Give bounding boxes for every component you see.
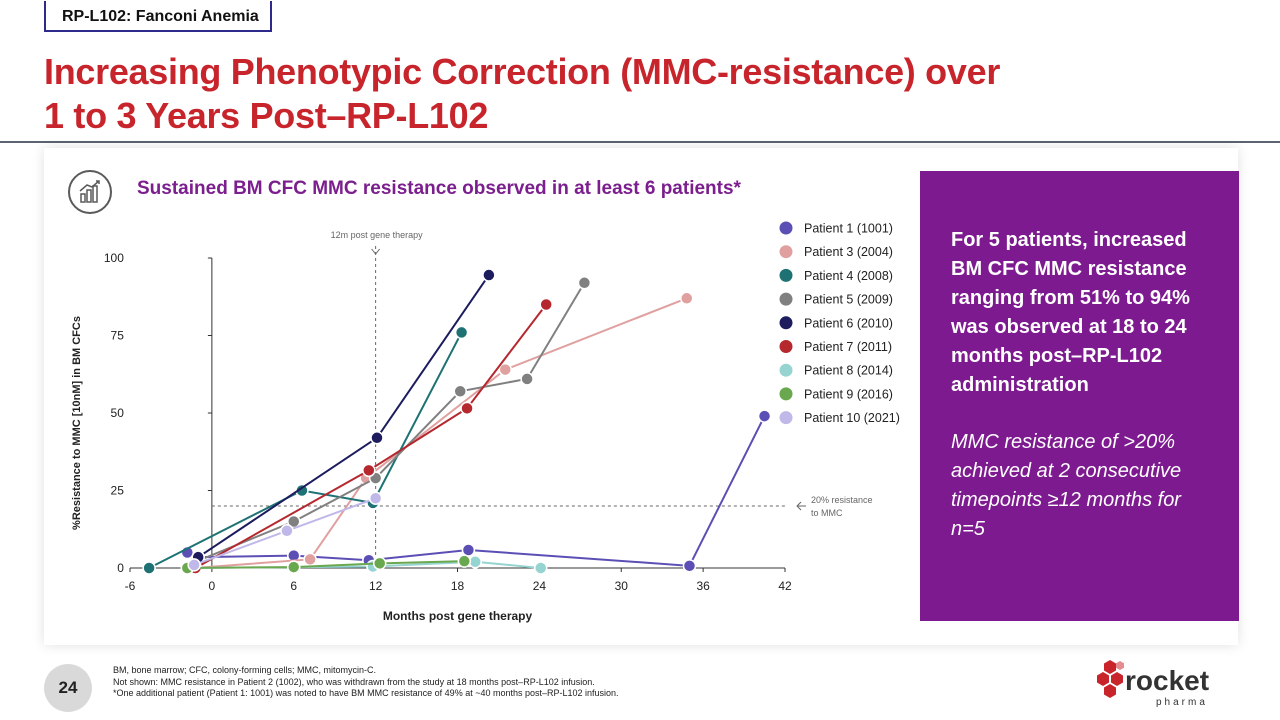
series-line-4 <box>195 282 586 563</box>
reference-hline-arrowhead <box>796 501 802 511</box>
legend-label: Patient 8 (2014) <box>804 364 893 378</box>
y-tick-label: 0 <box>117 561 124 575</box>
data-point <box>295 483 309 498</box>
footnotes: BM, bone marrow; CFC, colony-forming cel… <box>113 665 619 700</box>
x-tick-label: 6 <box>290 579 297 593</box>
y-tick-label: 50 <box>111 406 125 420</box>
x-tick-label: 18 <box>451 579 465 593</box>
legend-marker <box>779 245 793 259</box>
legend-marker <box>779 387 793 401</box>
legend-label: Patient 9 (2016) <box>804 387 893 401</box>
series-line-3 <box>148 331 463 569</box>
y-axis-title: %Resistance to MMC [10nM] in BM CFCs <box>71 316 83 530</box>
y-tick-label: 25 <box>111 484 125 498</box>
bar-chart-icon <box>68 170 112 214</box>
callout-box: For 5 patients, increased BM CFC MMC res… <box>920 171 1239 621</box>
data-point <box>498 362 513 377</box>
legend-label: Patient 5 (2009) <box>804 293 893 307</box>
data-point <box>372 556 387 571</box>
data-point <box>520 372 534 386</box>
reference-hline-label: 20% resistance <box>811 495 873 505</box>
footnote-2: Not shown: MMC resistance in Patient 2 (… <box>113 676 595 687</box>
slide-title-line1: Increasing Phenotypic Correction (MMC-re… <box>44 51 1001 92</box>
data-point <box>370 431 384 445</box>
callout-main-text: For 5 patients, increased BM CFC MMC res… <box>951 229 1190 396</box>
legend-marker <box>779 363 793 377</box>
data-point <box>533 561 548 575</box>
reference-hline-label: to MMC <box>811 508 843 518</box>
y-tick-label: 75 <box>111 329 125 343</box>
data-point <box>303 552 317 567</box>
slide-title: Increasing Phenotypic Correction (MMC-re… <box>44 50 1144 138</box>
legend-marker <box>779 221 793 235</box>
program-tag: RP-L102: Fanconi Anemia <box>44 1 272 32</box>
x-tick-label: 30 <box>615 579 629 593</box>
data-point <box>368 491 383 505</box>
x-tick-label: 42 <box>778 579 792 593</box>
slide-title-line2: 1 to 3 Years Post–RP-L102 <box>44 95 489 136</box>
series-line-8 <box>187 560 465 569</box>
data-point <box>577 276 592 290</box>
data-point <box>454 325 469 340</box>
data-point <box>280 524 294 538</box>
data-point <box>142 561 156 575</box>
legend-label: Patient 1 (1001) <box>804 222 893 236</box>
reference-vline-label: 12m post gene therapy <box>331 230 424 240</box>
legend-label: Patient 7 (2011) <box>804 340 892 354</box>
rocket-logo-icon <box>1097 660 1124 698</box>
x-tick-label: 36 <box>696 579 710 593</box>
logo-subtext: pharma <box>1156 697 1208 708</box>
legend-marker <box>779 316 793 330</box>
reference-vline-arrow <box>371 248 381 255</box>
data-point <box>287 560 301 574</box>
x-axis-title: Months post gene therapy <box>383 609 533 623</box>
footnote-3: *One additional patient (Patient 1: 1001… <box>113 688 619 698</box>
data-point <box>362 463 376 478</box>
data-point <box>680 291 694 306</box>
x-tick-label: 24 <box>533 579 547 593</box>
data-point <box>539 297 553 312</box>
legend-marker <box>779 292 793 306</box>
legend-marker <box>779 340 793 353</box>
data-point <box>460 401 474 416</box>
callout-sub-text: MMC resistance of >20% achieved at 2 con… <box>951 431 1182 540</box>
data-point <box>461 543 476 557</box>
legend-label: Patient 3 (2004) <box>804 245 893 259</box>
page-number: 24 <box>44 664 92 712</box>
panel-subtitle: Sustained BM CFC MMC resistance observed… <box>137 178 741 199</box>
legend-marker <box>779 268 793 282</box>
y-tick-label: 100 <box>104 251 124 265</box>
series-line-1 <box>186 415 766 567</box>
logo-wordmark: rocket <box>1125 665 1210 696</box>
legend-marker <box>779 411 793 425</box>
data-point <box>453 384 467 399</box>
legend-label: Patient 6 (2010) <box>804 316 893 330</box>
series-line-6 <box>195 303 547 569</box>
x-tick-label: -6 <box>125 579 136 593</box>
data-point <box>457 554 472 568</box>
data-point <box>682 559 697 573</box>
x-tick-label: 0 <box>209 579 216 593</box>
data-point <box>482 268 496 282</box>
legend-label: Patient 10 (2021) <box>804 411 900 425</box>
legend-label: Patient 4 (2008) <box>804 269 893 283</box>
data-point <box>757 409 772 423</box>
data-point <box>187 558 201 572</box>
footnote-1: BM, bone marrow; CFC, colony-forming cel… <box>113 665 377 675</box>
x-tick-label: 12 <box>369 579 383 593</box>
title-divider <box>0 141 1280 143</box>
